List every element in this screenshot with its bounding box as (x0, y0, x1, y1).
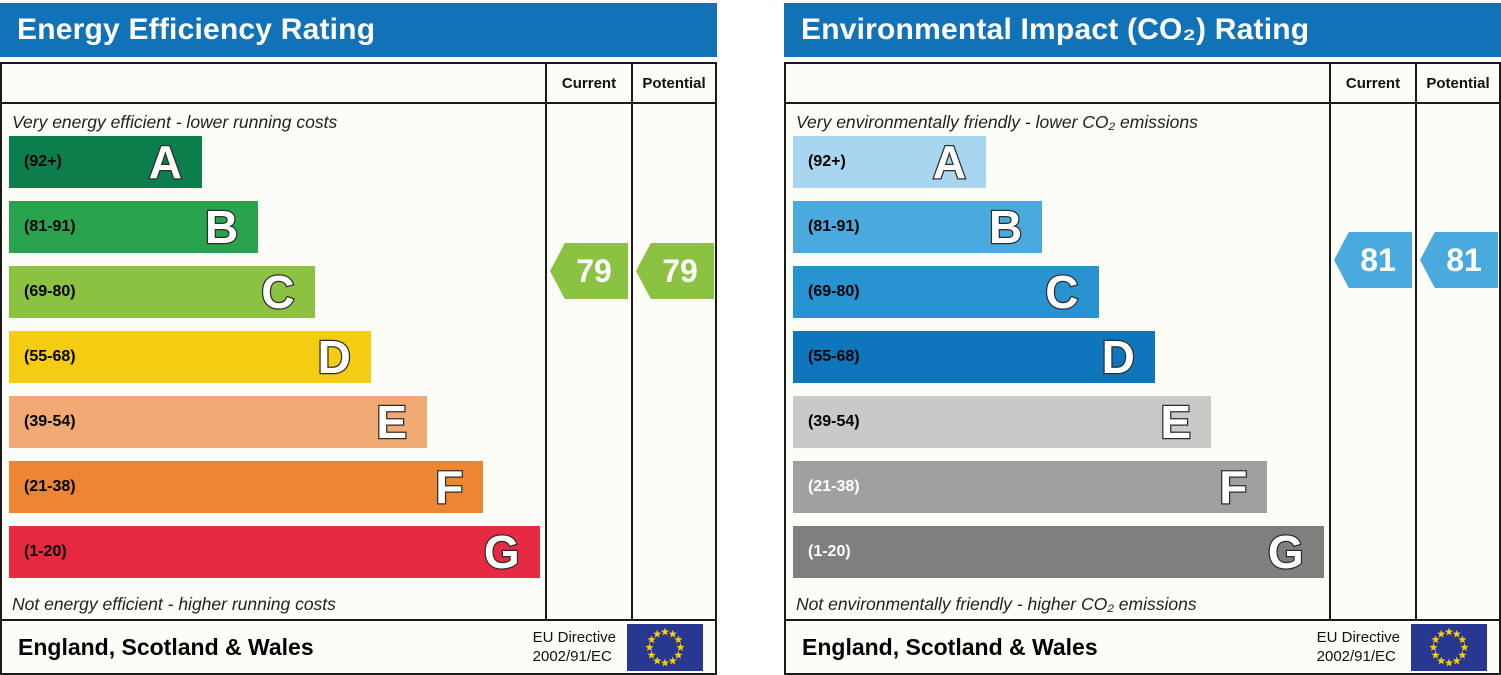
band-row-e: (39-54) E (9, 396, 545, 461)
bottom-caption: Not environmentally friendly - higher CO… (796, 594, 1197, 614)
region-label: England, Scotland & Wales (802, 633, 1098, 660)
band-range-label: (21-38) (808, 478, 860, 495)
band-bar-a: (92+) A (9, 136, 202, 188)
band-range-label: (21-38) (24, 478, 76, 495)
band-row-g: (1-20) G (9, 526, 545, 591)
rating-table: Current Potential Very environmentally f… (784, 62, 1501, 675)
band-bar-c: (69-80) C (9, 266, 315, 318)
band-letter: D (1100, 331, 1136, 383)
current-column-body: 79 (545, 104, 631, 619)
band-row-a: (92+) A (793, 136, 1329, 201)
band-bar-e: (39-54) E (793, 396, 1212, 448)
band-row-b: (81-91) B (9, 201, 545, 266)
eu-flag-icon (1411, 623, 1487, 671)
band-bar-e: (39-54) E (9, 396, 428, 448)
page-title: Environmental Impact (CO₂) Rating (801, 13, 1310, 46)
band-bar-f: (21-38) F (9, 461, 484, 513)
bands: (92+) A (81-91) B (69-80) C (55-68) D (39-54) E (2… (2, 136, 545, 591)
potential-column-body: 79 (631, 104, 715, 619)
current-column-body: 81 (1329, 104, 1415, 619)
band-row-b: (81-91) B (793, 201, 1329, 266)
band-range-label: (1-20) (24, 543, 67, 560)
band-row-d: (55-68) D (9, 331, 545, 396)
band-letter: C (260, 266, 296, 318)
footer-right: EU Directive 2002/91/EC (532, 623, 703, 671)
band-letter: B (204, 201, 240, 253)
band-bar-g: (1-20) G (793, 526, 1324, 578)
band-row-g: (1-20) G (793, 526, 1329, 591)
band-bar-b: (81-91) B (793, 201, 1043, 253)
environmental-impact-rating-panel: Environmental Impact (CO₂) Rating Curren… (784, 3, 1501, 675)
panel-title-bar: Environmental Impact (CO₂) Rating (784, 3, 1501, 57)
top-caption: Very environmentally friendly - lower CO… (796, 112, 1198, 132)
band-letter: F (1218, 461, 1249, 513)
band-bar-a: (92+) A (793, 136, 986, 188)
footer: England, Scotland & Wales EU Directive 2… (786, 619, 1499, 673)
band-letter: E (1159, 396, 1192, 448)
band-range-label: (39-54) (24, 413, 76, 430)
band-range-label: (92+) (808, 153, 846, 170)
bottom-caption: Not energy efficient - higher running co… (12, 594, 336, 614)
band-range-label: (55-68) (24, 348, 76, 365)
bands-area: Very energy efficient - lower running co… (2, 104, 545, 619)
band-range-label: (92+) (24, 153, 62, 170)
band-range-label: (39-54) (808, 413, 860, 430)
band-range-label: (69-80) (24, 283, 76, 300)
potential-column-body: 81 (1415, 104, 1499, 619)
energy-efficiency-rating-panel: Energy Efficiency Rating Current Potenti… (0, 3, 717, 675)
footer-right: EU Directive 2002/91/EC (1316, 623, 1487, 671)
panel-title-bar: Energy Efficiency Rating (0, 3, 717, 57)
current-rating-arrow: 81 (1334, 232, 1412, 288)
band-range-label: (69-80) (808, 283, 860, 300)
band-row-f: (21-38) F (9, 461, 545, 526)
band-bar-b: (81-91) B (9, 201, 259, 253)
footer: England, Scotland & Wales EU Directive 2… (2, 619, 715, 673)
current-rating-arrow: 79 (550, 243, 628, 299)
band-letter: G (483, 526, 521, 578)
band-bar-d: (55-68) D (793, 331, 1155, 383)
rating-table: Current Potential Very energy efficient … (0, 62, 717, 675)
band-row-d: (55-68) D (793, 331, 1329, 396)
band-range-label: (55-68) (808, 348, 860, 365)
band-letter: D (316, 331, 352, 383)
band-row-c: (69-80) C (793, 266, 1329, 331)
band-bar-d: (55-68) D (9, 331, 371, 383)
band-row-f: (21-38) F (793, 461, 1329, 526)
band-row-e: (39-54) E (793, 396, 1329, 461)
potential-rating-arrow: 81 (1420, 232, 1498, 288)
page-title: Energy Efficiency Rating (17, 13, 376, 46)
eu-directive-label: EU Directive 2002/91/EC (1316, 628, 1400, 666)
band-row-a: (92+) A (9, 136, 545, 201)
band-bar-g: (1-20) G (9, 526, 540, 578)
bands-area: Very environmentally friendly - lower CO… (786, 104, 1329, 619)
eu-directive-label: EU Directive 2002/91/EC (532, 628, 616, 666)
band-letter: F (434, 461, 465, 513)
eu-flag-icon (627, 623, 703, 671)
bands: (92+) A (81-91) B (69-80) C (55-68) D (39-54) E (2… (786, 136, 1329, 591)
region-label: England, Scotland & Wales (18, 633, 314, 660)
band-letter: A (147, 136, 183, 188)
header-spacer (2, 64, 545, 104)
band-bar-c: (69-80) C (793, 266, 1099, 318)
band-letter: E (375, 396, 408, 448)
current-column-header: Current (545, 64, 631, 104)
current-column-header: Current (1329, 64, 1415, 104)
top-caption: Very energy efficient - lower running co… (12, 112, 338, 132)
band-bar-f: (21-38) F (793, 461, 1268, 513)
band-letter: G (1267, 526, 1305, 578)
band-letter: A (931, 136, 967, 188)
band-range-label: (81-91) (24, 218, 76, 235)
band-letter: C (1044, 266, 1080, 318)
band-letter: B (988, 201, 1024, 253)
band-row-c: (69-80) C (9, 266, 545, 331)
band-range-label: (1-20) (808, 543, 851, 560)
band-range-label: (81-91) (808, 218, 860, 235)
potential-rating-arrow: 79 (636, 243, 714, 299)
potential-column-header: Potential (631, 64, 715, 104)
potential-column-header: Potential (1415, 64, 1499, 104)
header-spacer (786, 64, 1329, 104)
